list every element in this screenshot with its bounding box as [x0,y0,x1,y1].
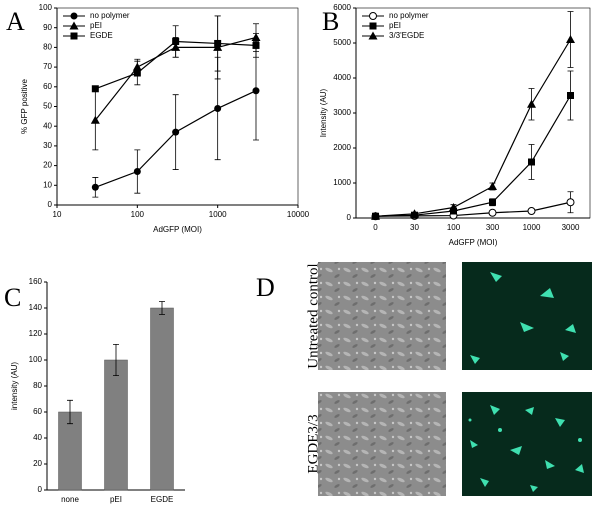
x-tick-label: 1000 [523,223,541,232]
y-tick-label: 1000 [333,178,351,187]
marker [371,211,380,220]
error-bar [159,301,165,315]
y-tick-label: 6000 [333,3,351,12]
y-tick-label: 100 [29,355,43,364]
y-tick-label: 2000 [333,143,351,152]
y-tick-label: 80 [43,43,52,52]
legend-label: 3/3'EGDE [389,31,424,40]
x-tick-label: 3000 [562,223,580,232]
marker [90,115,100,124]
brightfield-image [318,392,446,496]
marker [567,92,574,99]
panel-label: B [322,7,339,36]
x-tick-label: EGDE [151,495,174,504]
y-tick-label: 0 [38,485,43,494]
fluorescence-image [462,262,592,370]
y-tick-label: 80 [33,381,42,390]
micrographs [318,262,592,496]
x-axis-label: AdGFP (MOI) [449,238,498,247]
marker [133,69,141,77]
y-tick-label: 40 [43,121,52,130]
y-tick-label: 4000 [333,73,351,82]
legend-marker [70,32,78,40]
marker [488,182,497,190]
y-tick-label: 10 [43,180,52,189]
x-tick-label: 1000 [209,210,227,219]
brightfield-image [318,262,446,370]
panel-label: C [4,283,21,312]
legend-marker [369,12,377,20]
y-tick-label: 140 [29,303,43,312]
y-tick-label: 100 [39,3,53,12]
fluorescent-cells [468,272,584,492]
legend-marker [69,21,79,30]
legend-label: no polymer [389,11,429,20]
legend-marker [368,31,378,40]
x-axis-label: AdGFP (MOI) [153,225,202,234]
marker [252,41,260,49]
panel-label: A [6,7,25,36]
y-tick-label: 20 [43,161,52,170]
marker [172,128,180,136]
y-tick-label: 20 [33,459,42,468]
marker [91,85,99,93]
legend-marker [70,12,78,20]
x-tick-label: 100 [447,223,461,232]
series-line [375,95,572,217]
y-tick-label: 50 [43,102,52,111]
marker [527,207,536,215]
legend-marker [369,22,377,30]
marker [528,158,535,166]
bar [150,307,174,491]
y-tick-label: 30 [43,141,52,150]
x-tick-label: 10 [53,210,62,219]
marker [527,99,536,108]
y-tick-label: 5000 [333,38,351,47]
x-tick-label: 30 [410,223,419,232]
x-tick-label: pEI [110,495,122,504]
marker [566,35,575,43]
marker [410,209,419,218]
x-tick-label: 300 [486,223,500,232]
x-tick-label: none [61,495,79,504]
x-tick-label: 100 [131,210,145,219]
marker [214,104,222,112]
marker [489,198,496,206]
y-tick-label: 90 [43,23,52,32]
marker [133,168,141,176]
panel-label: D [256,273,275,302]
marker [172,37,180,45]
marker [566,198,575,207]
error-bar [113,344,119,376]
legend-label: EGDE [90,31,113,40]
y-tick-label: 0 [48,200,53,209]
y-tick-label: 160 [29,277,43,286]
marker [488,208,497,217]
row-label: Untreated control [305,263,321,368]
legend-label: pEI [389,21,401,30]
marker [214,39,222,47]
y-tick-label: 60 [43,82,52,91]
y-tick-label: 40 [33,433,42,442]
marker [449,203,458,211]
series-line [375,39,572,217]
x-tick-label: 10000 [287,210,310,219]
row-label: EGDE3/3 [305,414,321,473]
legend-label: pEI [90,21,102,30]
y-tick-label: 0 [347,213,352,222]
x-tick-label: 0 [373,223,378,232]
y-tick-label: 60 [33,407,42,416]
legend-label: no polymer [90,11,130,20]
y-axis-label: Intensity (AU) [319,88,328,137]
marker [252,87,260,95]
y-axis-label: intensity (AU) [10,362,19,410]
bar [104,359,128,491]
y-tick-label: 70 [43,62,52,71]
y-axis-label: % GFP positive [20,78,29,134]
y-tick-label: 120 [29,329,43,338]
y-tick-label: 3000 [333,108,351,117]
error-bar [67,399,73,425]
marker [91,183,99,191]
